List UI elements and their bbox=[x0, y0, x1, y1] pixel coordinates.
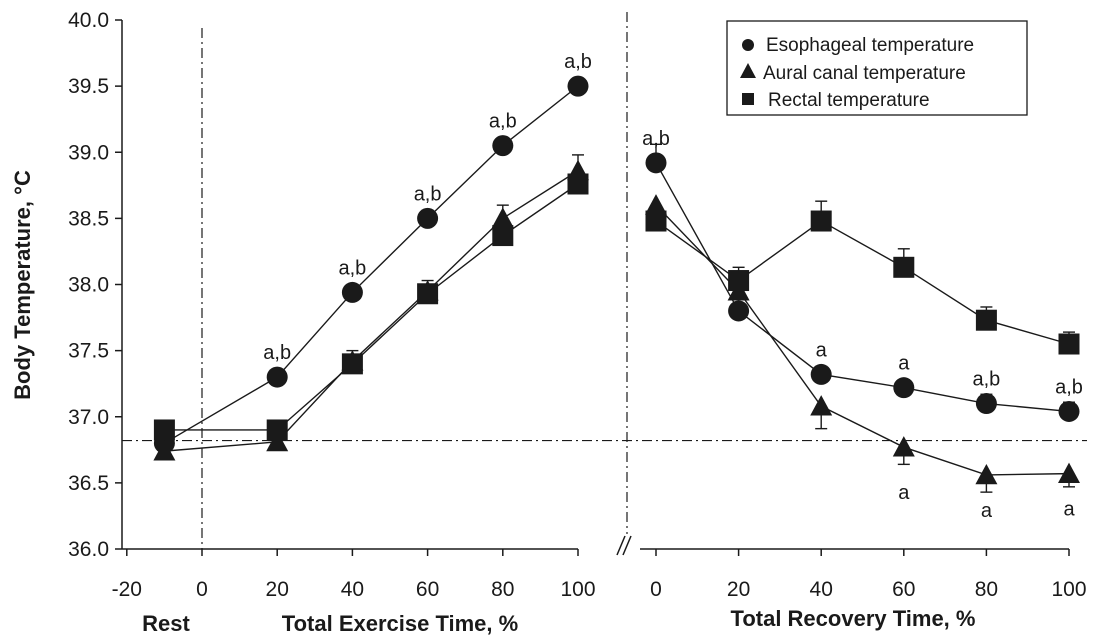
series-layer bbox=[153, 75, 1080, 493]
axis-break-mark bbox=[622, 535, 632, 556]
legend-marker-esophageal bbox=[742, 39, 754, 51]
data-point-square bbox=[417, 283, 439, 305]
data-point-circle bbox=[567, 75, 589, 97]
data-point-circle bbox=[266, 366, 288, 388]
series-line-triangle bbox=[655, 204, 1070, 476]
x-tick-label-recovery: 0 bbox=[650, 578, 662, 601]
data-point-square bbox=[728, 270, 750, 292]
data-point-triangle bbox=[810, 395, 833, 416]
series-line-square bbox=[655, 220, 1070, 345]
series-line-square bbox=[164, 183, 579, 431]
y-tick-label: 40.0 bbox=[68, 9, 109, 32]
x-tick-label-recovery: 100 bbox=[1051, 578, 1086, 601]
data-point-triangle bbox=[892, 436, 915, 457]
y-tick-label: 37.0 bbox=[68, 406, 109, 429]
legend-box bbox=[726, 20, 1028, 116]
y-tick-label: 38.5 bbox=[68, 207, 109, 230]
data-point-triangle bbox=[1058, 462, 1080, 483]
data-point-square bbox=[341, 353, 363, 375]
x-label-rest: Rest bbox=[142, 611, 190, 636]
legend-marker-rectal bbox=[742, 93, 754, 105]
axis-break-mark bbox=[616, 535, 626, 556]
significance-label: a,b bbox=[414, 183, 442, 205]
y-tick-label: 36.0 bbox=[68, 538, 109, 561]
legend-marker-aural bbox=[740, 63, 756, 78]
data-point-triangle bbox=[975, 463, 998, 485]
series-line-circle bbox=[655, 162, 1070, 413]
x-tick-label-exercise: 80 bbox=[491, 578, 514, 601]
legend-label-rectal: Rectal temperature bbox=[768, 90, 930, 111]
x-tick-label-recovery: 20 bbox=[727, 578, 750, 601]
x-tick-label-recovery: 40 bbox=[810, 578, 833, 601]
reference-lines bbox=[122, 12, 1087, 549]
significance-label: a,b bbox=[564, 51, 592, 73]
data-point-square bbox=[975, 309, 997, 331]
y-tick-label: 38.0 bbox=[68, 274, 109, 297]
data-point-circle bbox=[893, 377, 915, 399]
data-point-triangle bbox=[153, 440, 176, 461]
y-tick-label: 36.5 bbox=[68, 472, 109, 495]
legend-label-aural: Aural canal temperature bbox=[763, 63, 966, 84]
data-point-circle bbox=[341, 281, 363, 303]
x-tick-label-recovery: 60 bbox=[892, 578, 915, 601]
significance-label: a bbox=[1063, 499, 1075, 521]
data-point-square bbox=[645, 210, 667, 232]
data-point-circle bbox=[1058, 400, 1080, 422]
data-point-triangle bbox=[645, 194, 667, 215]
significance-label: a,b bbox=[972, 369, 1000, 391]
significance-label: a bbox=[898, 482, 910, 504]
data-point-square bbox=[893, 256, 915, 278]
axes-layer: 36.0 36.5 37.0 37.5 38.0 38.5 39.0 39.5 40.0 -20 0… bbox=[68, 9, 1086, 601]
y-tick-label: 37.5 bbox=[68, 340, 109, 363]
x-tick-label-exercise: 40 bbox=[341, 578, 364, 601]
legend-label-esophageal: Esophageal temperature bbox=[766, 35, 974, 56]
x-tick-label-recovery: 80 bbox=[975, 578, 998, 601]
x-tick-label-exercise: -20 bbox=[112, 578, 142, 601]
data-point-circle bbox=[728, 300, 750, 322]
x-axis-title-recovery: Total Recovery Time, % bbox=[731, 606, 976, 631]
data-point-square bbox=[567, 173, 589, 195]
x-tick-label-exercise: 0 bbox=[196, 578, 208, 601]
data-point-square bbox=[810, 210, 832, 232]
data-point-square bbox=[492, 225, 514, 247]
significance-label: a,b bbox=[1055, 376, 1083, 398]
significance-label: a,b bbox=[489, 111, 517, 133]
data-point-square bbox=[153, 419, 175, 441]
significance-label: a bbox=[898, 353, 910, 375]
x-tick-label-exercise: 60 bbox=[416, 578, 439, 601]
data-point-square bbox=[266, 419, 288, 441]
significance-label: a,b bbox=[263, 342, 291, 364]
data-point-triangle bbox=[491, 207, 514, 228]
series-line-triangle bbox=[164, 170, 579, 452]
data-point-circle bbox=[417, 207, 439, 229]
y-tick-label: 39.0 bbox=[68, 141, 109, 164]
x-tick-label-exercise: 20 bbox=[266, 578, 289, 601]
x-tick-label-exercise: 100 bbox=[560, 578, 595, 601]
significance-label: a bbox=[816, 339, 828, 361]
y-axis-title: Body Temperature, °C bbox=[10, 170, 35, 400]
significance-label: a,b bbox=[642, 128, 670, 150]
data-point-square bbox=[1058, 333, 1080, 355]
y-tick-label: 39.5 bbox=[68, 75, 109, 98]
legend: Esophageal temperature Aural canal tempe… bbox=[726, 20, 1028, 116]
significance-label: a,b bbox=[338, 257, 366, 279]
significance-labels: a,b a,b a,b a,b a,b a,b a a a,b a,b a a a bbox=[263, 51, 1083, 522]
x-axis-title-exercise: Total Exercise Time, % bbox=[282, 611, 518, 636]
data-point-circle bbox=[492, 135, 514, 157]
data-point-triangle bbox=[266, 430, 289, 452]
series-line-circle bbox=[164, 85, 579, 444]
data-point-circle bbox=[975, 393, 997, 415]
data-point-circle bbox=[645, 152, 667, 174]
significance-label: a bbox=[981, 500, 993, 522]
data-point-circle bbox=[810, 363, 832, 385]
